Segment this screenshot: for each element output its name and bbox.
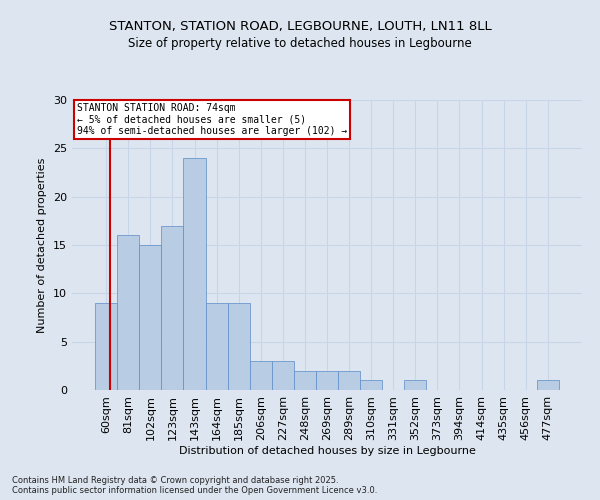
X-axis label: Distribution of detached houses by size in Legbourne: Distribution of detached houses by size … bbox=[179, 446, 475, 456]
Bar bbox=[250, 361, 272, 390]
Bar bbox=[360, 380, 382, 390]
Bar bbox=[227, 303, 250, 390]
Bar bbox=[95, 303, 117, 390]
Text: Contains HM Land Registry data © Crown copyright and database right 2025.
Contai: Contains HM Land Registry data © Crown c… bbox=[12, 476, 377, 495]
Text: Size of property relative to detached houses in Legbourne: Size of property relative to detached ho… bbox=[128, 38, 472, 51]
Bar bbox=[537, 380, 559, 390]
Y-axis label: Number of detached properties: Number of detached properties bbox=[37, 158, 47, 332]
Bar bbox=[272, 361, 294, 390]
Bar bbox=[294, 370, 316, 390]
Bar bbox=[338, 370, 360, 390]
Text: STANTON STATION ROAD: 74sqm
← 5% of detached houses are smaller (5)
94% of semi-: STANTON STATION ROAD: 74sqm ← 5% of deta… bbox=[77, 103, 347, 136]
Bar bbox=[161, 226, 184, 390]
Bar bbox=[206, 303, 227, 390]
Bar bbox=[316, 370, 338, 390]
Bar bbox=[117, 236, 139, 390]
Bar bbox=[404, 380, 427, 390]
Bar bbox=[139, 245, 161, 390]
Text: STANTON, STATION ROAD, LEGBOURNE, LOUTH, LN11 8LL: STANTON, STATION ROAD, LEGBOURNE, LOUTH,… bbox=[109, 20, 491, 33]
Bar bbox=[184, 158, 206, 390]
